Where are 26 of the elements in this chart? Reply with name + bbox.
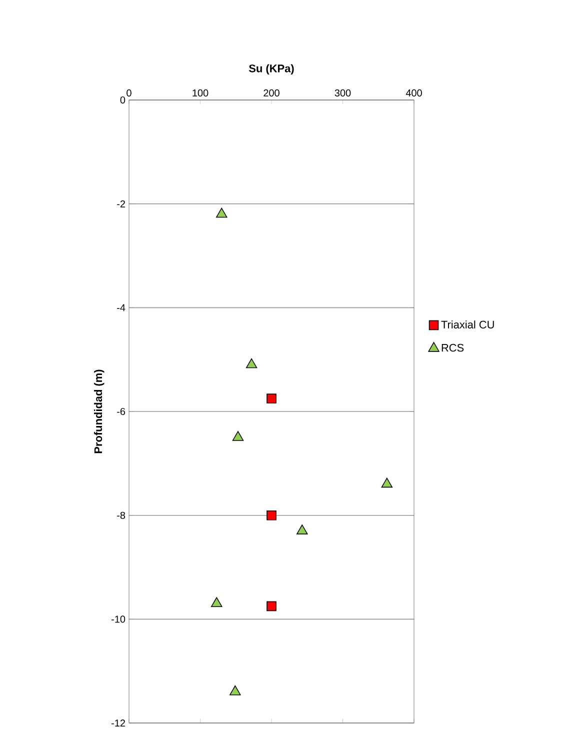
x-tick-label: 400 bbox=[406, 89, 422, 96]
point bbox=[296, 524, 308, 534]
x-tick-label: 200 bbox=[264, 89, 280, 96]
x-tick-label: 100 bbox=[192, 89, 208, 96]
point bbox=[211, 597, 222, 607]
point bbox=[266, 601, 276, 612]
point bbox=[266, 394, 276, 404]
point bbox=[246, 358, 258, 368]
point bbox=[216, 208, 228, 218]
y-tick-label: -4 bbox=[117, 304, 126, 312]
y-tick-label: 0 bbox=[120, 96, 126, 104]
y-tick-label: -10 bbox=[112, 616, 126, 623]
point bbox=[381, 478, 393, 488]
x-tick-label: 0 bbox=[126, 89, 132, 96]
y-tick-label: -6 bbox=[117, 408, 126, 416]
x-axis-title: Su (KPa) bbox=[248, 64, 294, 74]
legend-label: Triaxial CU bbox=[441, 320, 494, 329]
point bbox=[232, 431, 244, 441]
point bbox=[266, 510, 276, 520]
y-axis-title: Profundidad (m) bbox=[94, 370, 104, 454]
legend-label: RCS bbox=[442, 344, 464, 352]
y-tick-label: -12 bbox=[112, 720, 125, 726]
x-tick-label: 300 bbox=[334, 89, 351, 96]
y-tick-label: -2 bbox=[117, 200, 125, 208]
point bbox=[230, 685, 241, 696]
y-tick-label: -8 bbox=[117, 512, 126, 519]
